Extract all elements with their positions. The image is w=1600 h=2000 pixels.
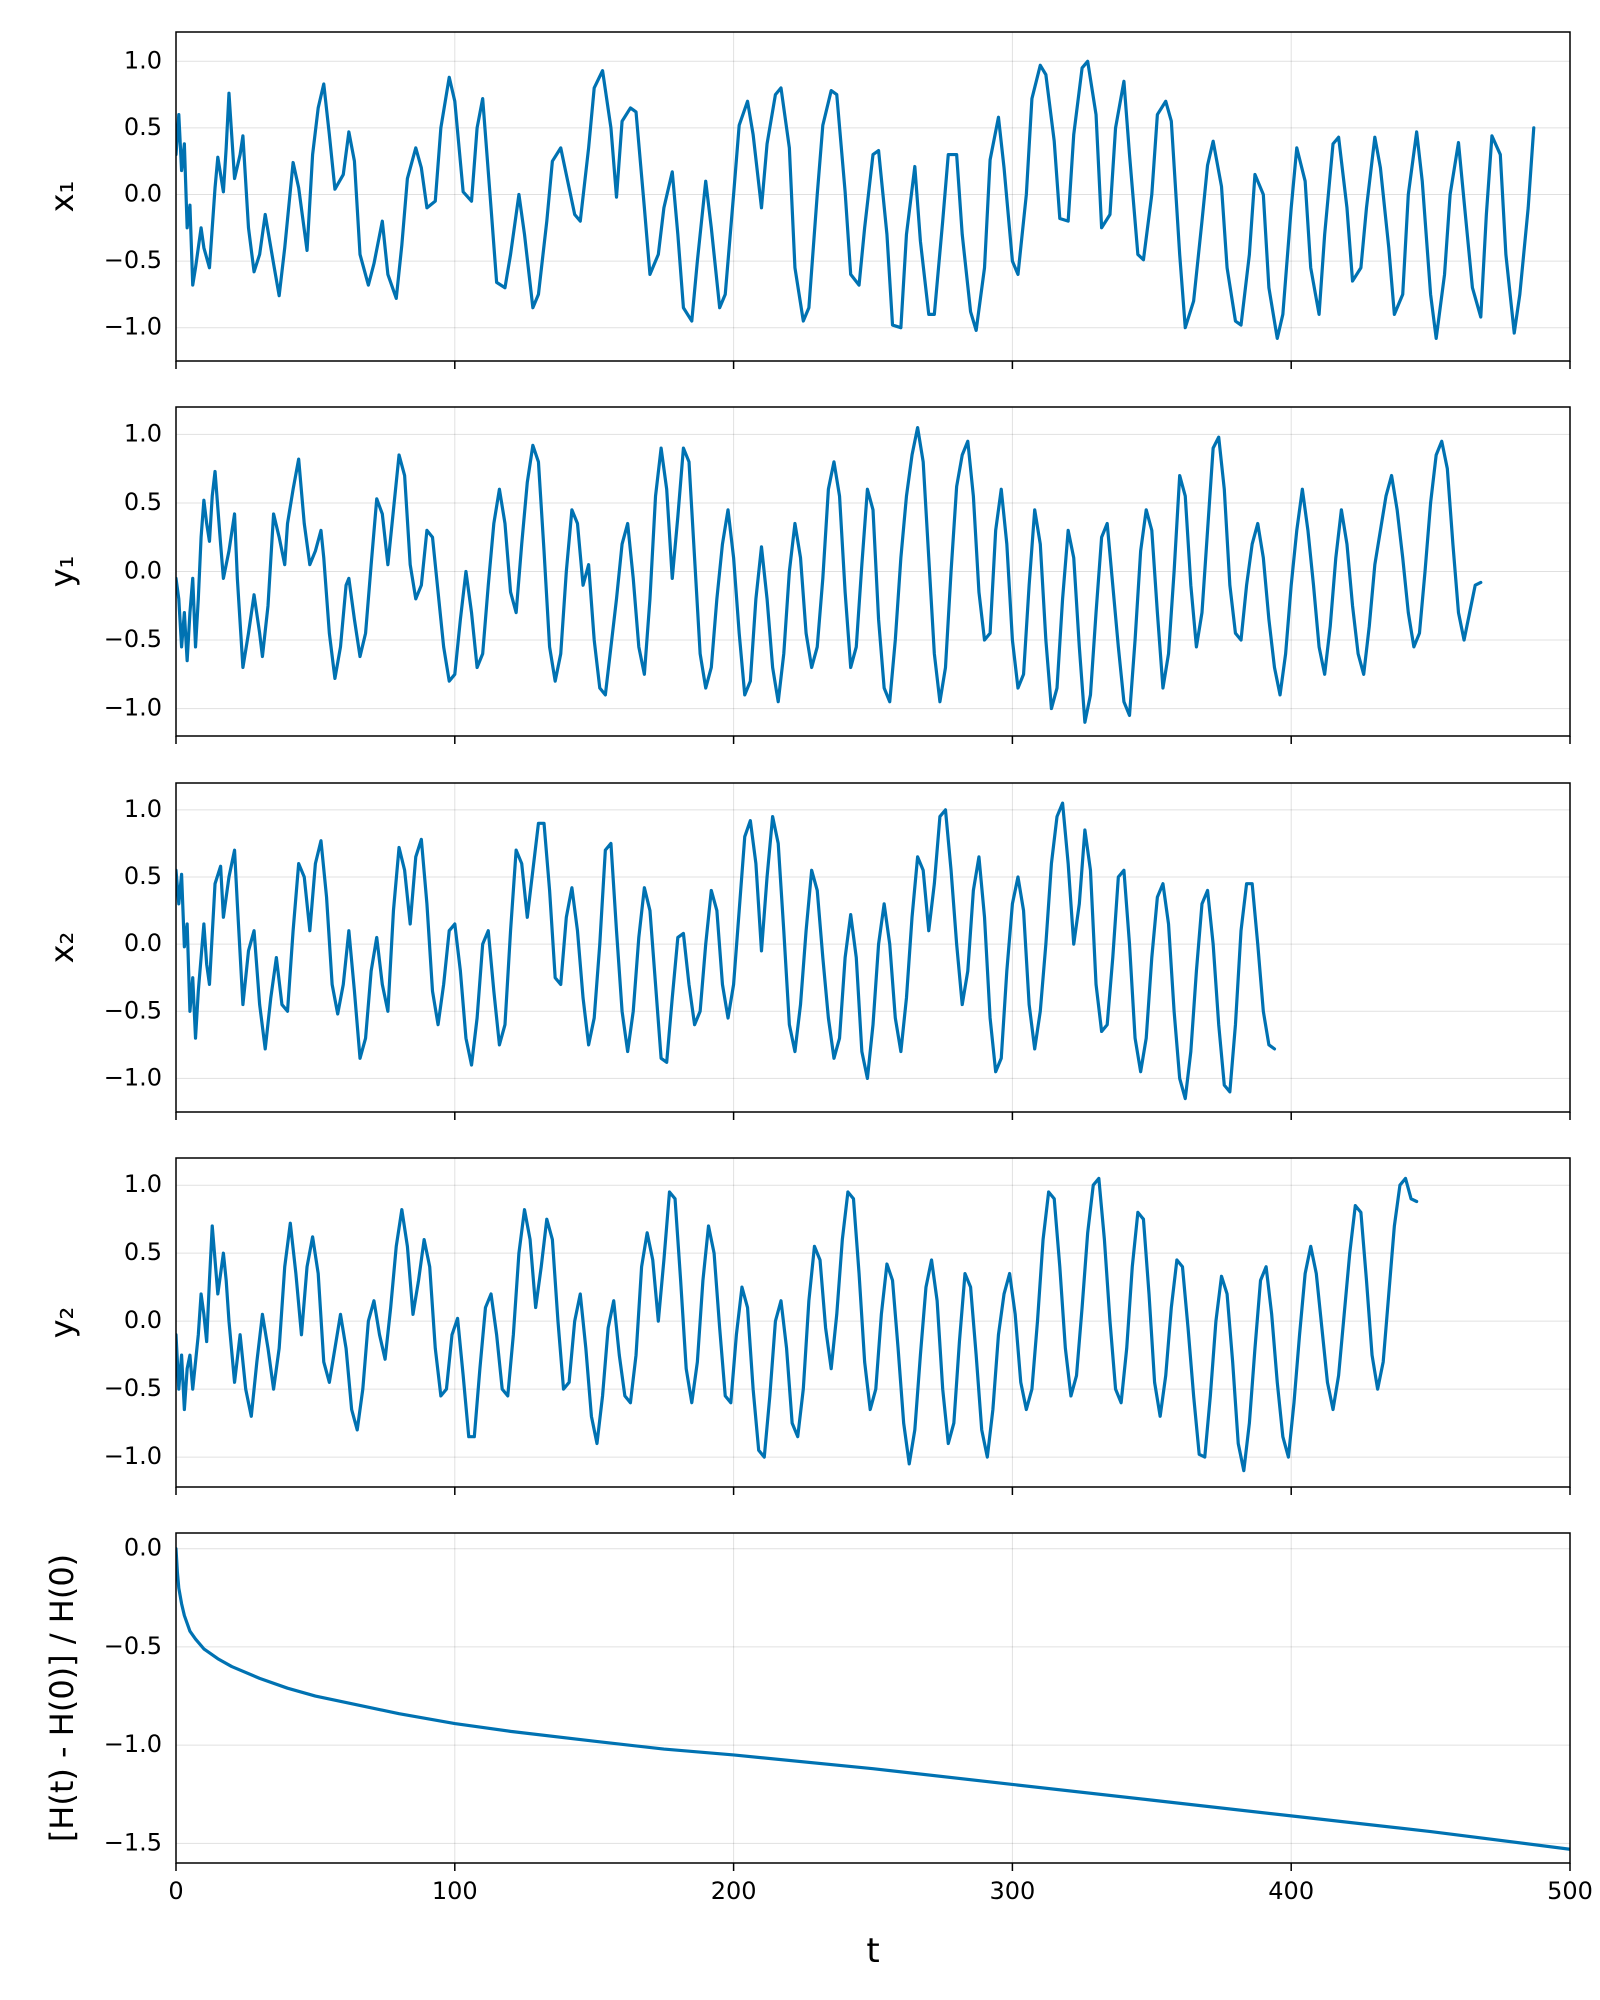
y-tick-label: −1.0 bbox=[104, 1730, 162, 1758]
plot-frame bbox=[175, 1157, 1571, 1488]
series-line bbox=[176, 801, 1277, 1101]
x-tick-label: 400 bbox=[1268, 1877, 1314, 1905]
panel-x1: −1.0 −0.5 0.0 0.5 1.0 x₁ bbox=[43, 31, 1571, 369]
series-line bbox=[176, 1547, 1570, 1851]
y-tick-label: 0.5 bbox=[124, 113, 162, 141]
y-axis-label-x1: x₁ bbox=[43, 181, 81, 213]
y-axis-label-y2: y₂ bbox=[43, 1307, 81, 1339]
y-tick-label: −1.5 bbox=[104, 1828, 162, 1856]
y-tick-label: 0.0 bbox=[124, 557, 162, 585]
plot-frame bbox=[175, 782, 1571, 1113]
series-line bbox=[176, 59, 1536, 340]
plot-frame bbox=[175, 406, 1571, 737]
y-tick-label: −1.0 bbox=[104, 1442, 162, 1470]
series-line bbox=[176, 1176, 1419, 1473]
plot-frame bbox=[175, 1532, 1571, 1864]
y-tick-label: 0.0 bbox=[124, 929, 162, 957]
y-tick-label: 0.0 bbox=[124, 180, 162, 208]
plot-frame bbox=[175, 31, 1571, 362]
y-tick-label: −0.5 bbox=[104, 625, 162, 653]
y-tick-label: −0.5 bbox=[104, 1374, 162, 1402]
y-tick-label: −0.5 bbox=[104, 1632, 162, 1660]
y-tick-label: 1.0 bbox=[124, 1170, 162, 1198]
panel-x2: −1.0 −0.5 0.0 0.5 1.0 x₂ bbox=[43, 782, 1571, 1120]
x-tick-label: 300 bbox=[989, 1877, 1035, 1905]
x-axis-label-t: t bbox=[866, 1931, 879, 1971]
y-tick-label: 0.5 bbox=[124, 862, 162, 890]
y-tick-label: 1.0 bbox=[124, 46, 162, 74]
y-tick-label: −0.5 bbox=[104, 996, 162, 1024]
x-tick-label: 100 bbox=[432, 1877, 478, 1905]
y-tick-label: −0.5 bbox=[104, 246, 162, 274]
y-tick-label: 0.0 bbox=[124, 1306, 162, 1334]
panel-y1: −1.0 −0.5 0.0 0.5 1.0 y₁ bbox=[43, 406, 1571, 744]
y-tick-label: 0.5 bbox=[124, 1238, 162, 1266]
y-tick-label: 1.0 bbox=[124, 419, 162, 447]
y-tick-label: 1.0 bbox=[124, 795, 162, 823]
y-axis-label-energy-error: [H(t) - H(0)] / H(0) bbox=[43, 1554, 81, 1842]
x-tick-label: 200 bbox=[711, 1877, 757, 1905]
y-tick-label: −1.0 bbox=[104, 1063, 162, 1091]
y-axis-label-x2: x₂ bbox=[43, 932, 81, 964]
panel-energy-error: −1.5 −1.0 −0.5 0.0 0 100 200 300 400 500 [H(t) - … bbox=[43, 1532, 1593, 1971]
panel-y2: −1.0 −0.5 0.0 0.5 1.0 y₂ bbox=[43, 1157, 1571, 1495]
y-tick-label: 0.0 bbox=[124, 1534, 162, 1562]
y-tick-label: −1.0 bbox=[104, 313, 162, 341]
series-line bbox=[176, 425, 1483, 724]
y-axis-label-y1: y₁ bbox=[43, 556, 81, 588]
x-tick-label: 500 bbox=[1547, 1877, 1593, 1905]
y-tick-label: −1.0 bbox=[104, 694, 162, 722]
y-tick-label: 0.5 bbox=[124, 488, 162, 516]
x-tick-label: 0 bbox=[168, 1877, 183, 1905]
